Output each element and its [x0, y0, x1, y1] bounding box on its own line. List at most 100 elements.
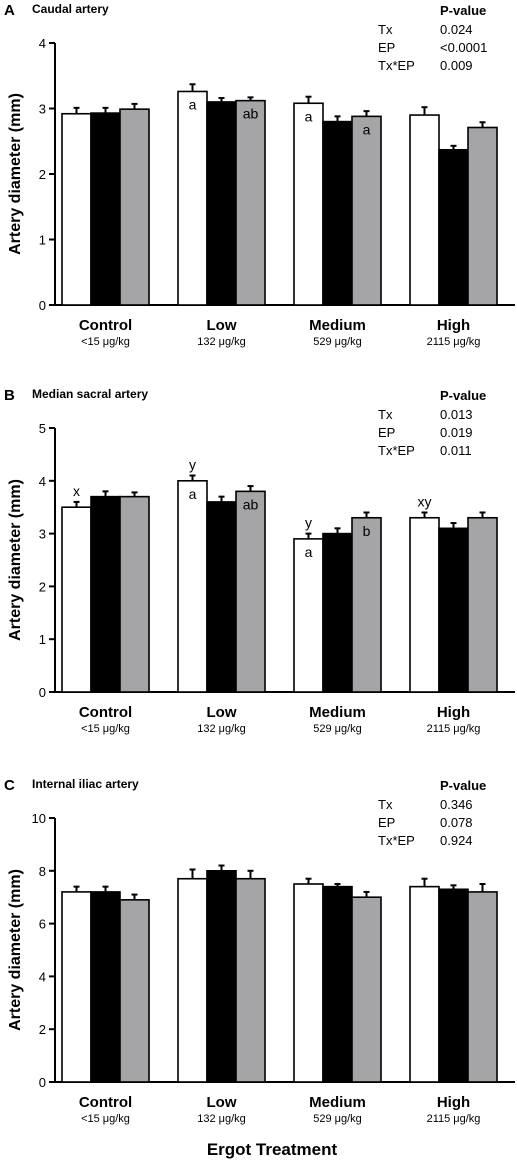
bar-gray: [351, 516, 382, 693]
bar-black: [206, 101, 237, 306]
category-label: High: [437, 317, 470, 334]
panel-caudal-artery: A Caudal artery P-value Tx 0.024 EP <0.0001 Tx*…: [4, 2, 515, 348]
bar-gray: [119, 108, 150, 306]
bar-black: [90, 891, 121, 1083]
pvalue-factor: Tx*EP: [378, 443, 415, 458]
bar-gray: [467, 516, 498, 693]
bar-white: [409, 114, 440, 306]
bar-black: [322, 885, 353, 1083]
bar-black: [206, 501, 237, 693]
bar-gray: [119, 495, 150, 693]
bar-gray: [235, 490, 266, 693]
pvalue-value: 0.346: [440, 797, 473, 812]
panel-internal-iliac-artery: C Internal iliac artery P-value Tx 0.346 EP 0.…: [4, 777, 515, 1125]
bar-black: [438, 888, 469, 1083]
bar-gray: [235, 99, 266, 306]
y-axis-label: Artery diameter (mm): [7, 869, 24, 1031]
pvalue-value: 0.013: [440, 407, 473, 422]
group-letter: x: [73, 483, 80, 499]
dose-label: 132 μg/kg: [197, 336, 246, 348]
pvalue-value: 0.924: [440, 833, 473, 848]
y-tick-label: 10: [32, 811, 46, 826]
bar-label: b: [334, 127, 342, 143]
bar-white: [409, 885, 440, 1083]
category-label: High: [437, 704, 470, 721]
bar-gray: [351, 896, 382, 1083]
panel-letter: A: [4, 2, 15, 19]
pvalue-value: 0.011: [440, 443, 472, 458]
bar-black: [438, 527, 469, 693]
dose-label: <15 μg/kg: [81, 723, 130, 735]
bar-gray: [351, 115, 382, 306]
dose-label: 2115 μg/kg: [427, 723, 481, 735]
category-label: Control: [79, 1094, 132, 1111]
bar-black: [206, 869, 237, 1083]
bar-label: a: [305, 108, 313, 124]
pvalue-factor: Tx*EP: [378, 58, 415, 73]
category-label: High: [437, 1094, 470, 1111]
y-tick-label: 8: [39, 864, 46, 879]
group-letter: y: [189, 457, 196, 473]
panel-title: Internal iliac artery: [32, 777, 139, 791]
pvalue-factor: Tx: [378, 407, 393, 422]
y-tick-label: 2: [39, 579, 46, 594]
bar-white: [293, 883, 324, 1083]
y-tick-label: 5: [39, 421, 46, 436]
bar-white: [409, 516, 440, 693]
pvalue-factor: Tx: [378, 797, 393, 812]
bar-label: b: [218, 107, 226, 123]
y-tick-label: 4: [39, 969, 46, 984]
y-tick-label: 4: [39, 474, 46, 489]
pvalue-value: 0.009: [440, 58, 473, 73]
bar-white: [293, 102, 324, 306]
bar-gray: [467, 891, 498, 1083]
y-tick-label: 2: [39, 1022, 46, 1037]
bar-gray: [235, 877, 266, 1083]
dose-label: 132 μg/kg: [197, 1113, 246, 1125]
pvalue-value: 0.024: [440, 22, 473, 37]
dose-label: 529 μg/kg: [313, 723, 362, 735]
y-axis-label: Artery diameter (mm): [7, 93, 24, 255]
pvalue-title: P-value: [440, 778, 486, 793]
bar-white: [61, 112, 92, 306]
category-label: Medium: [309, 1094, 366, 1111]
bar-label: a: [189, 486, 197, 502]
y-tick-label: 2: [39, 167, 46, 182]
category-label: Medium: [309, 704, 366, 721]
bar-white: [61, 506, 92, 693]
bar-gray: [119, 899, 150, 1083]
bar-white: [177, 90, 208, 306]
bar-black: [322, 120, 353, 306]
dose-label: 2115 μg/kg: [427, 1113, 481, 1125]
dose-label: 2115 μg/kg: [427, 336, 481, 348]
dose-label: 132 μg/kg: [197, 723, 246, 735]
y-axis-label: Artery diameter (mm): [7, 479, 24, 641]
pvalue-title: P-value: [440, 3, 486, 18]
category-label: Medium: [309, 317, 366, 334]
dose-label: <15 μg/kg: [81, 336, 130, 348]
dose-label: 529 μg/kg: [313, 1113, 362, 1125]
y-tick-label: 0: [39, 1075, 46, 1090]
bar-black: [438, 148, 469, 306]
bar-label: b: [363, 523, 371, 539]
pvalue-factor: EP: [378, 40, 395, 55]
bar-label: a: [305, 544, 313, 560]
y-tick-label: 6: [39, 917, 46, 932]
y-tick-label: 1: [39, 233, 46, 248]
pvalue-factor: EP: [378, 425, 395, 440]
bar-label: a: [363, 121, 371, 137]
category-label: Low: [207, 1094, 237, 1111]
y-tick-label: 3: [39, 102, 46, 117]
group-letter: y: [305, 515, 312, 531]
pvalue-value: 0.078: [440, 815, 473, 830]
panel-title: Caudal artery: [32, 2, 109, 16]
bar-black: [90, 112, 121, 306]
pvalue-value: 0.019: [440, 425, 473, 440]
y-tick-label: 4: [39, 36, 46, 51]
y-tick-label: 0: [39, 298, 46, 313]
bar-label: a: [189, 96, 197, 112]
bar-white: [61, 891, 92, 1083]
y-tick-label: 0: [39, 685, 46, 700]
y-tick-label: 1: [39, 632, 46, 647]
